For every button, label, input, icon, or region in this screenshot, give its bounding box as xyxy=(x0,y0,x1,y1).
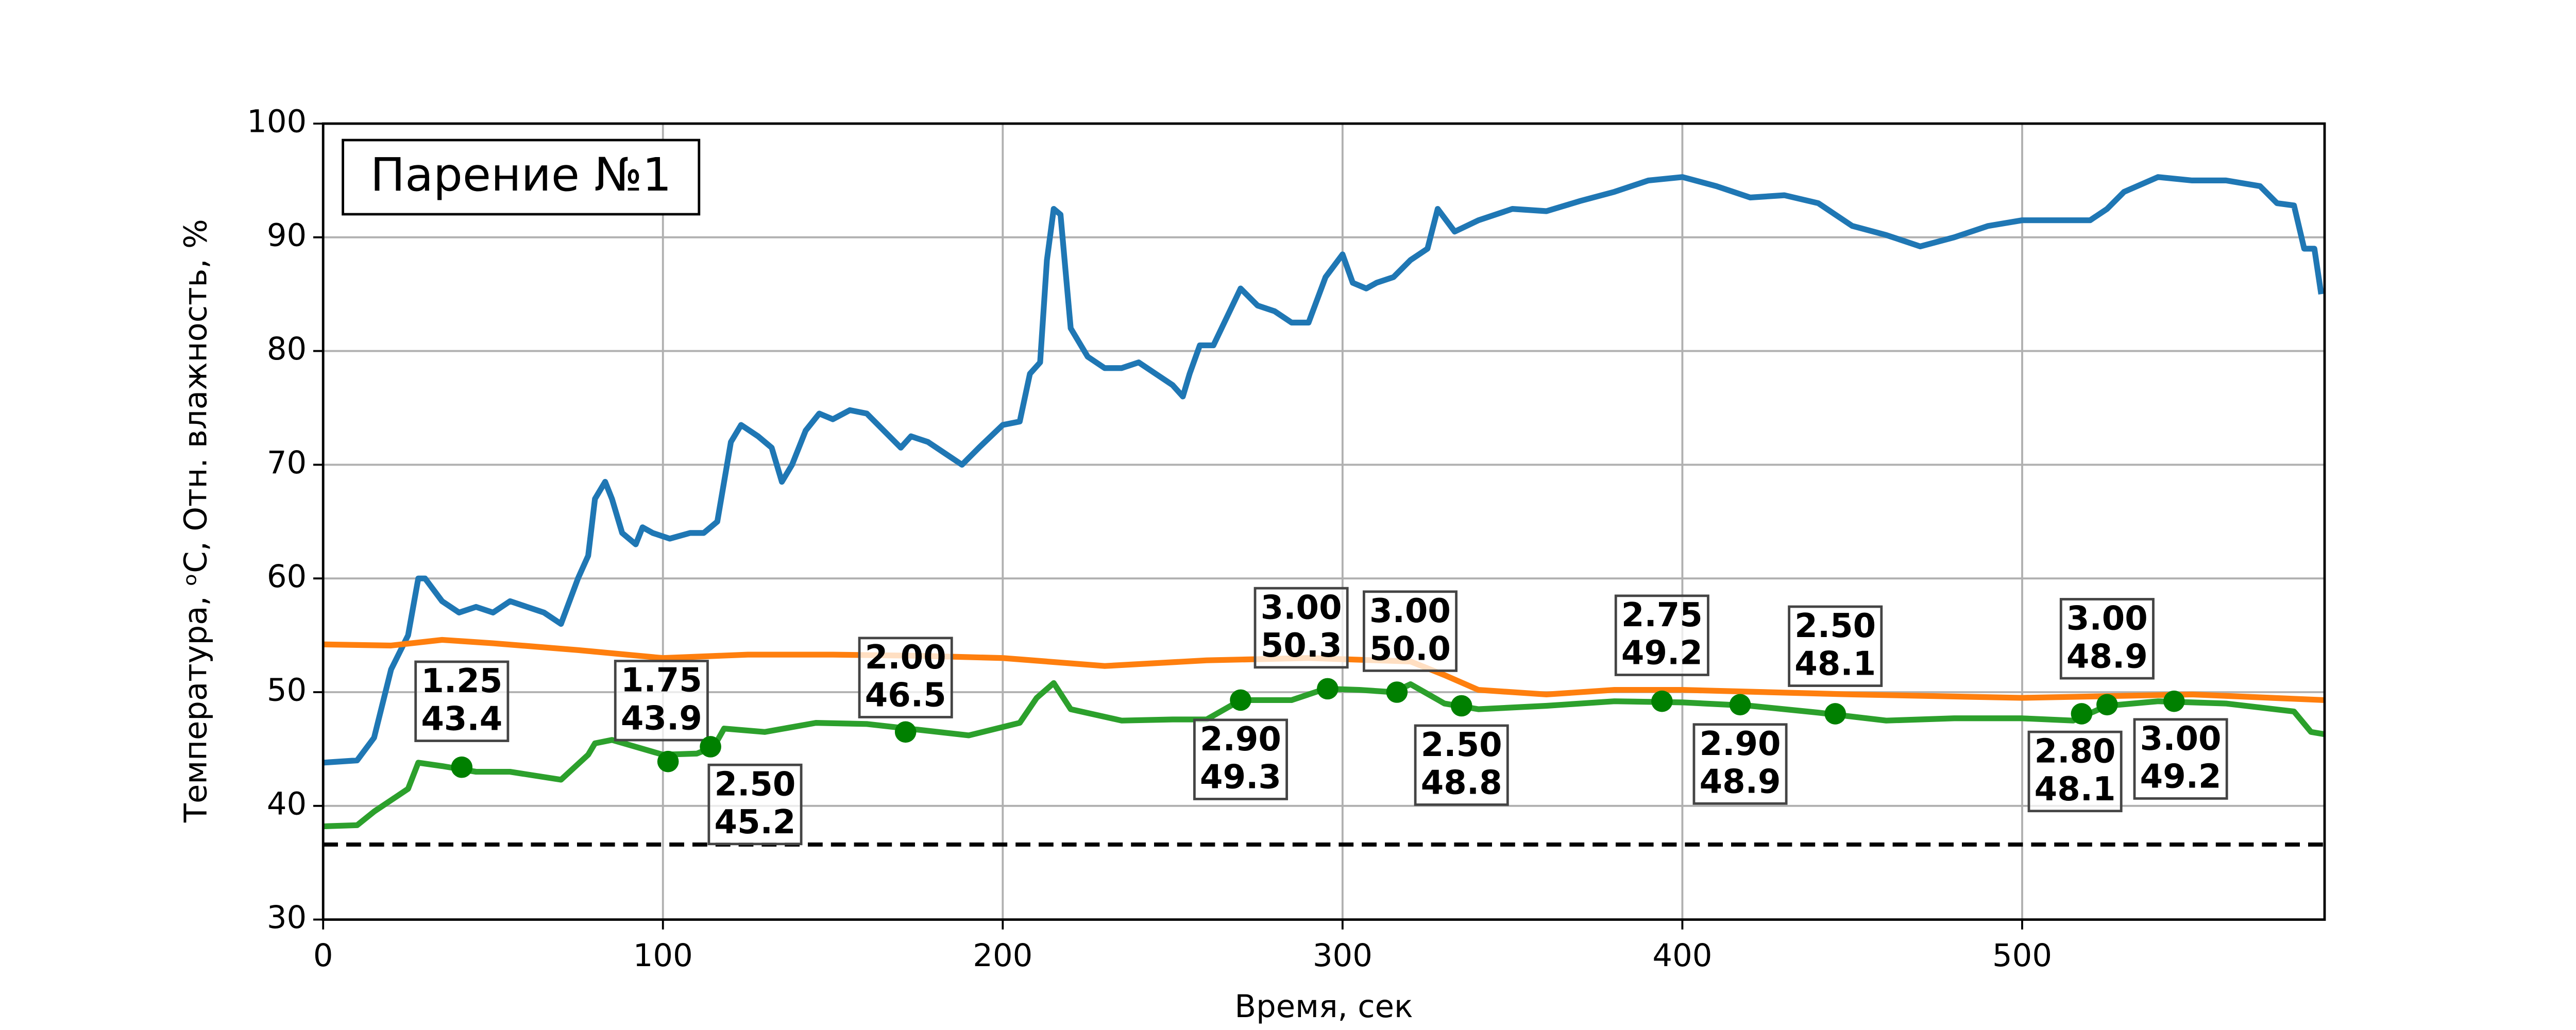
y-tick-label: 30 xyxy=(267,900,307,936)
annotation-value: 48.1 xyxy=(1794,645,1876,683)
annotation-value: 43.9 xyxy=(621,699,702,737)
marker xyxy=(2096,694,2118,716)
x-axis-label: Время, сек xyxy=(1234,989,1413,1025)
annotation-box xyxy=(1193,718,1289,800)
annotation-value: 48.9 xyxy=(2066,638,2148,676)
y-tick-label: 70 xyxy=(267,445,307,481)
marker xyxy=(700,736,721,758)
x-tick-label: 500 xyxy=(1992,938,2052,974)
annotation-text: 2.90 xyxy=(1200,720,1281,759)
annotation-box xyxy=(1253,587,1349,669)
marker xyxy=(2163,690,2185,712)
annotation-box xyxy=(1692,723,1788,805)
x-tick-label: 400 xyxy=(1652,938,1712,974)
annotation-text: 2.50 xyxy=(1421,726,1502,764)
annotation-value: 45.2 xyxy=(715,803,796,842)
annotation-text: 2.50 xyxy=(1794,607,1876,645)
annotation-box xyxy=(2027,730,2123,813)
annotation-text: 2.50 xyxy=(715,765,796,803)
x-tick-label: 300 xyxy=(1313,938,1372,974)
annotation-text: 1.75 xyxy=(621,662,702,700)
annotation-box xyxy=(2059,598,2155,680)
x-tick-label: 0 xyxy=(313,938,333,974)
annotation-box xyxy=(1363,590,1458,672)
marker xyxy=(1824,703,1846,725)
marker xyxy=(1386,681,1408,703)
marker xyxy=(657,750,679,772)
plot-frame xyxy=(321,122,2326,921)
y-tick-label: 80 xyxy=(267,331,307,367)
marker xyxy=(894,721,917,743)
marker xyxy=(1651,690,1673,712)
line-series xyxy=(323,174,2324,766)
annotation-text: 2.90 xyxy=(1700,725,1781,763)
y-axis-label: Температура, ᵒC, Отн. влажность, % xyxy=(178,219,214,823)
marker xyxy=(2071,703,2093,725)
marker xyxy=(1317,678,1338,700)
annotation-value: 50.0 xyxy=(1369,630,1451,668)
annotation-text: 3.00 xyxy=(1261,589,1342,627)
marker xyxy=(1230,689,1251,711)
annotation-text: 3.00 xyxy=(1369,592,1451,630)
y-tick-label: 40 xyxy=(267,786,307,822)
y-tick-label: 100 xyxy=(247,104,307,140)
y-tick-label: 60 xyxy=(267,559,307,595)
marker xyxy=(451,756,473,778)
annotation-value: 48.9 xyxy=(1700,763,1781,801)
y-tick-label: 90 xyxy=(267,217,307,253)
annotation-value: 50.3 xyxy=(1261,627,1342,665)
annotation-box xyxy=(614,660,709,742)
marker xyxy=(1729,694,1751,716)
annotation-box xyxy=(1614,594,1709,676)
annotation-text: 3.00 xyxy=(2140,720,2222,758)
annotation-value: 43.4 xyxy=(421,700,502,739)
line-series xyxy=(323,637,2325,703)
annotation-box xyxy=(414,660,510,742)
annotation-box xyxy=(1414,724,1509,806)
annotation-box xyxy=(707,763,803,846)
annotation-box xyxy=(858,637,953,718)
title-box xyxy=(342,139,701,216)
annotation-text: 1.25 xyxy=(421,662,502,700)
annotation-value: 49.2 xyxy=(2140,758,2222,796)
annotation-value: 46.5 xyxy=(865,677,946,715)
annotation-value: 49.3 xyxy=(1200,759,1281,797)
annotation-text: 2.75 xyxy=(1621,596,1703,634)
y-tick-label: 50 xyxy=(267,673,307,709)
annotation-text: 3.00 xyxy=(2066,600,2148,638)
annotation-text: 2.80 xyxy=(2035,732,2116,770)
x-tick-label: 100 xyxy=(633,938,693,974)
annotation-box xyxy=(1788,605,1883,687)
annotation-value: 49.2 xyxy=(1621,634,1703,673)
annotation-value: 48.1 xyxy=(2035,770,2116,809)
annotation-box xyxy=(2133,718,2228,800)
line-series xyxy=(323,680,2325,830)
marker xyxy=(1450,695,1472,717)
annotation-value: 48.8 xyxy=(1421,764,1502,802)
x-tick-label: 200 xyxy=(973,938,1032,974)
annotation-text: 2.00 xyxy=(865,639,946,677)
chart-title: Парение №1 xyxy=(370,148,672,202)
